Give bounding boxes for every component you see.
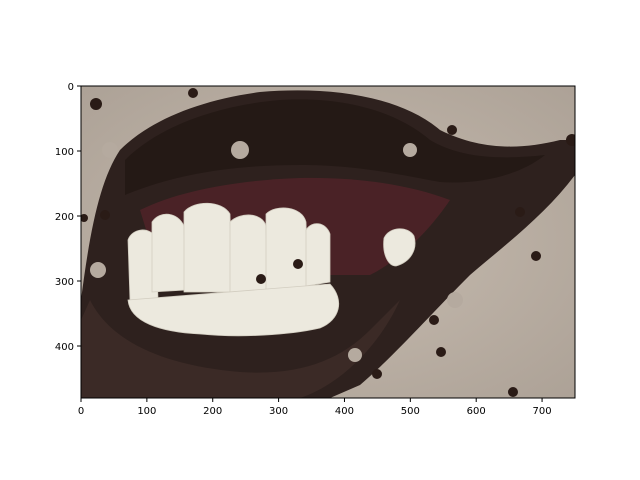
patch xyxy=(403,143,417,157)
patch xyxy=(102,142,118,158)
tooth-3 xyxy=(183,202,233,293)
blob xyxy=(429,315,439,325)
y-axis: 0 100 200 300 400 xyxy=(55,82,81,353)
blob xyxy=(508,387,518,397)
patch xyxy=(348,348,362,362)
blob xyxy=(100,210,110,220)
blob xyxy=(188,88,198,98)
skin-patches xyxy=(90,141,463,362)
patch xyxy=(447,292,463,308)
x-tick-label: 600 xyxy=(467,406,486,417)
blob xyxy=(372,369,382,379)
tooth-2 xyxy=(151,213,187,293)
y-tick-label: 100 xyxy=(55,147,74,158)
blob xyxy=(447,125,457,135)
y-tick-label: 300 xyxy=(55,277,74,288)
x-tick-label: 300 xyxy=(269,406,288,417)
teeth xyxy=(127,202,416,337)
tooth-7 xyxy=(383,228,416,267)
plot-area xyxy=(81,86,575,398)
x-tick-label: 500 xyxy=(401,406,420,417)
y-tick-label: 400 xyxy=(55,342,74,353)
x-tick-label: 100 xyxy=(137,406,156,417)
y-tick-label: 0 xyxy=(68,82,74,93)
blob xyxy=(81,214,88,222)
tooth-6 xyxy=(305,223,331,287)
patch xyxy=(231,141,249,159)
blob xyxy=(531,251,541,261)
blob xyxy=(515,207,525,217)
upper-lip xyxy=(125,99,545,195)
y-tick-label: 200 xyxy=(55,212,74,223)
x-axis: 0 100 200 300 400 500 600 700 xyxy=(78,398,552,417)
blob xyxy=(566,134,575,146)
x-tick-label: 200 xyxy=(203,406,222,417)
blob xyxy=(90,98,102,110)
blob xyxy=(256,274,266,284)
x-tick-label: 0 xyxy=(78,406,84,417)
x-tick-label: 700 xyxy=(533,406,552,417)
lower-lip xyxy=(81,300,400,398)
axes-frame xyxy=(80,85,576,399)
blob xyxy=(293,259,303,269)
x-tick-label: 400 xyxy=(335,406,354,417)
patch xyxy=(90,262,106,278)
tooth-lower xyxy=(127,283,339,337)
blob xyxy=(436,347,446,357)
mask-blobs xyxy=(81,88,575,397)
tooth-5 xyxy=(265,207,309,291)
